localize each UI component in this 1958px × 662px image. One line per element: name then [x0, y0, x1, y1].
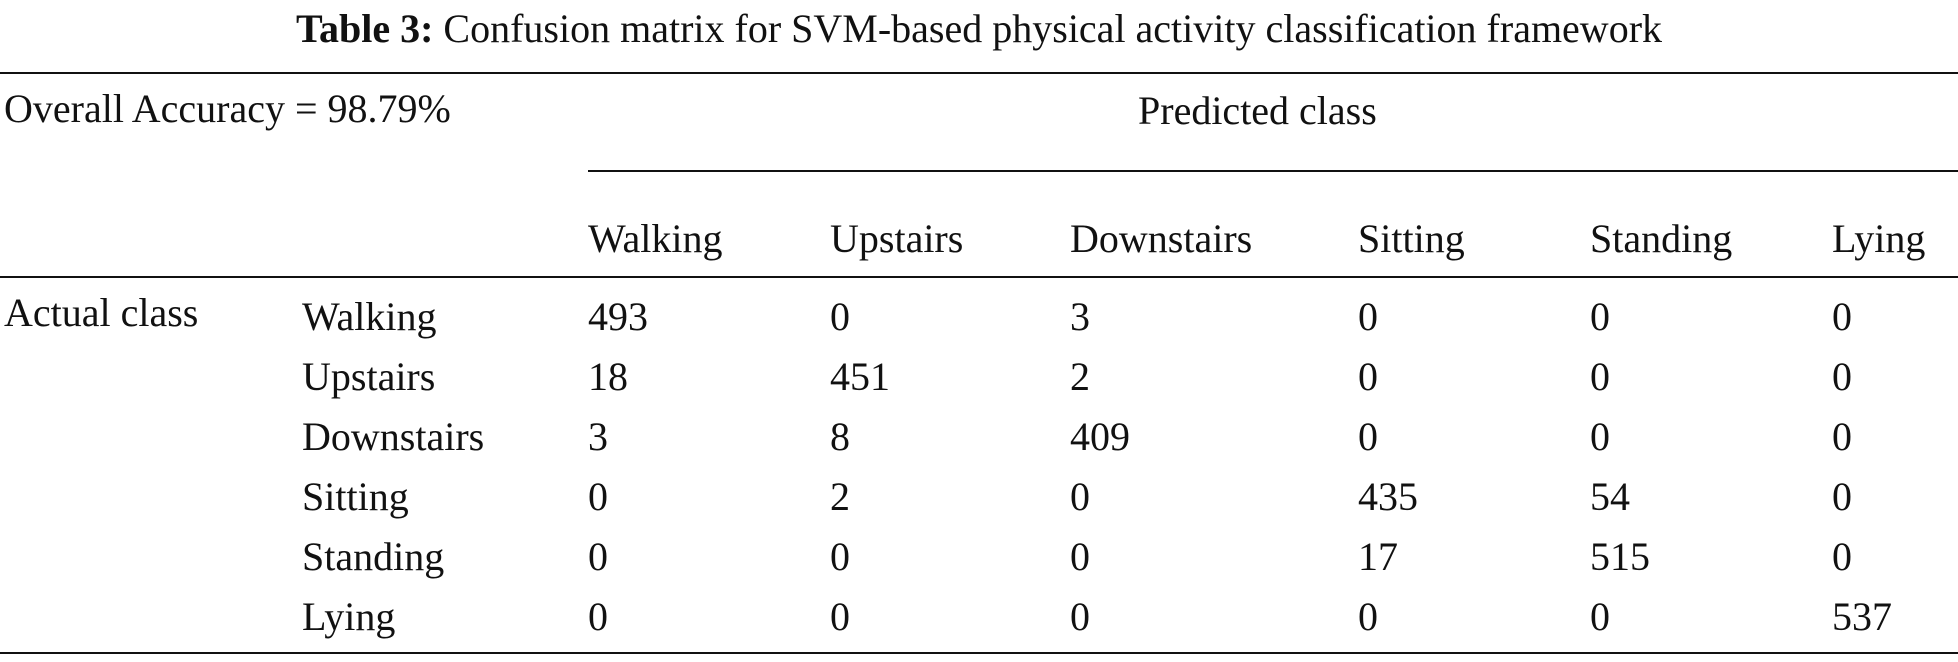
table-cell: 0: [1590, 414, 1610, 459]
row-label-downstairs: Downstairs: [302, 414, 485, 459]
table-cell: 0: [1070, 474, 1090, 519]
table-cell: 0: [830, 594, 850, 639]
row-label-upstairs: Upstairs: [302, 354, 436, 399]
table-top-rule: [0, 72, 1958, 74]
table-caption: Table 3: Confusion matrix for SVM-based …: [0, 6, 1958, 52]
table-cell: 451: [830, 354, 890, 399]
table-cell: 3: [1070, 294, 1090, 339]
table-cell: 0: [588, 594, 608, 639]
row-label-sitting: Sitting: [302, 474, 409, 519]
table-cell: 0: [1590, 594, 1610, 639]
table-cell: 0: [1070, 594, 1090, 639]
table-cell: 0: [1832, 474, 1852, 519]
row-label-walking: Walking: [302, 294, 437, 339]
table-cell: 17: [1358, 534, 1398, 579]
row-label-standing: Standing: [302, 534, 445, 579]
table-cell: 0: [1358, 594, 1378, 639]
table-bottom-rule: [0, 652, 1958, 654]
table-cell: 0: [1832, 294, 1852, 339]
row-label-lying: Lying: [302, 594, 396, 639]
table-cell: 435: [1358, 474, 1418, 519]
table-cell: 0: [1590, 354, 1610, 399]
table-cell: 0: [1358, 294, 1378, 339]
table-cell: 0: [1832, 354, 1852, 399]
table-cell: 18: [588, 354, 628, 399]
table-cell: 515: [1590, 534, 1650, 579]
column-header-lying: Lying: [1832, 216, 1926, 261]
table-cell: 493: [588, 294, 648, 339]
table-cell: 0: [1590, 294, 1610, 339]
column-header-walking: Walking: [588, 216, 723, 261]
predicted-class-heading: Predicted class: [1138, 88, 1377, 133]
actual-class-heading: Actual class: [4, 290, 199, 335]
column-header-standing: Standing: [1590, 216, 1733, 261]
table-cell: 2: [830, 474, 850, 519]
table-cell: 0: [1832, 534, 1852, 579]
header-rule: [0, 276, 1958, 278]
table-cell: 0: [588, 534, 608, 579]
table-cell: 0: [588, 474, 608, 519]
table-cell: 3: [588, 414, 608, 459]
table-cell: 54: [1590, 474, 1630, 519]
overall-accuracy: Overall Accuracy = 98.79%: [4, 86, 451, 131]
table-cell: 2: [1070, 354, 1090, 399]
table-cell: 0: [1358, 414, 1378, 459]
predicted-class-rule: [588, 170, 1958, 172]
table-cell: 8: [830, 414, 850, 459]
column-header-sitting: Sitting: [1358, 216, 1465, 261]
column-header-downstairs: Downstairs: [1070, 216, 1253, 261]
table-caption-text: Confusion matrix for SVM-based physical …: [443, 6, 1663, 51]
table-caption-label: Table 3:: [295, 6, 434, 51]
table-cell: 0: [1070, 534, 1090, 579]
table-cell: 409: [1070, 414, 1130, 459]
table-cell: 0: [1358, 354, 1378, 399]
table-cell: 537: [1832, 594, 1892, 639]
table-cell: 0: [830, 534, 850, 579]
table-cell: 0: [1832, 414, 1852, 459]
column-header-upstairs: Upstairs: [830, 216, 964, 261]
table-cell: 0: [830, 294, 850, 339]
